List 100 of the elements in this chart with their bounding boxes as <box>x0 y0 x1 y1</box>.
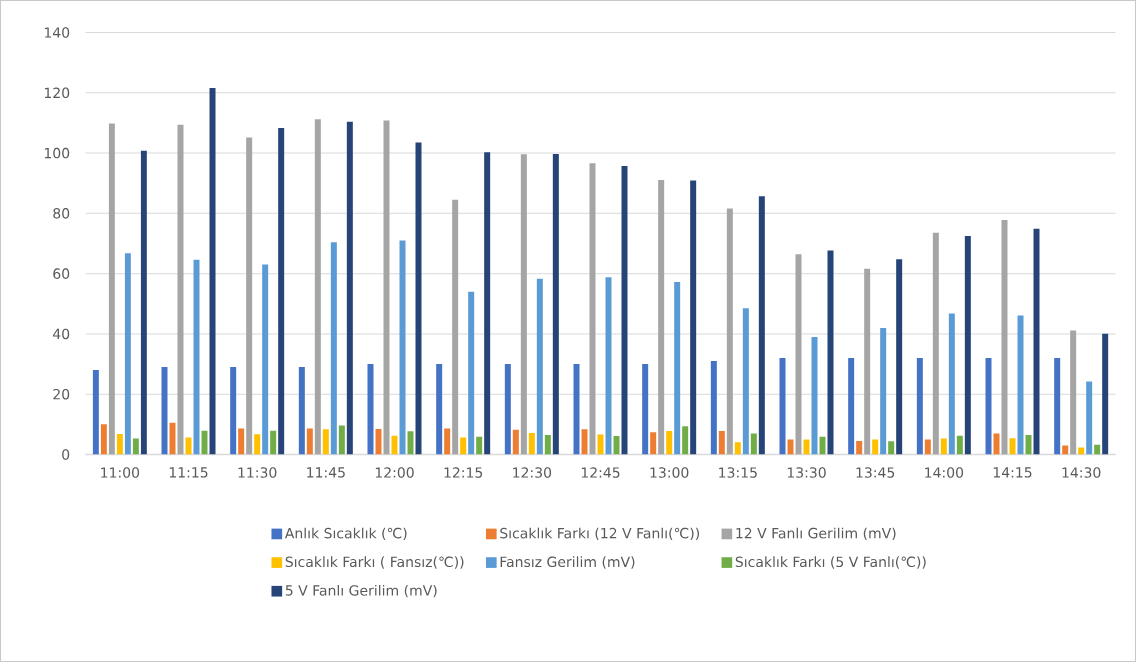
bar <box>848 358 855 455</box>
bar <box>872 439 879 455</box>
bar <box>750 433 757 455</box>
x-tick-label: 14:15 <box>993 467 1032 478</box>
y-tick-label: 80 <box>53 208 70 219</box>
bar <box>270 430 277 455</box>
bar <box>597 434 604 455</box>
bar <box>864 268 871 455</box>
bar <box>1062 445 1069 455</box>
bar <box>779 358 786 455</box>
bar <box>108 123 115 455</box>
bar <box>367 364 374 455</box>
bar <box>803 439 810 455</box>
bar <box>1102 333 1109 455</box>
bar <box>674 282 681 455</box>
bar <box>613 436 620 455</box>
bar <box>948 313 955 455</box>
bar <box>916 358 923 455</box>
bar <box>92 370 99 455</box>
bar <box>690 180 697 455</box>
x-tick-label: 13:45 <box>856 467 895 478</box>
bar <box>436 364 443 455</box>
bar <box>734 442 741 455</box>
bar <box>306 428 313 455</box>
bar <box>415 142 422 455</box>
bar <box>1025 434 1032 455</box>
bar <box>278 128 285 455</box>
legend-label: Sıcaklık Farkı (12 V Fanlı(℃)) <box>500 527 700 541</box>
legend-label: Sıcaklık Farkı (5 V Fanlı(℃)) <box>735 556 926 569</box>
bar <box>476 436 483 455</box>
bar <box>330 242 337 455</box>
bar <box>924 439 931 455</box>
bar <box>124 253 131 455</box>
y-tick-label: 100 <box>44 147 70 159</box>
bar <box>956 435 963 455</box>
y-tick-label: 40 <box>53 328 70 340</box>
bar <box>811 336 818 455</box>
bar <box>391 435 398 455</box>
bar <box>528 433 535 455</box>
x-tick-label: 11:30 <box>238 467 277 478</box>
bar <box>132 438 139 455</box>
x-tick-label: 14:30 <box>1062 467 1101 478</box>
bar <box>1001 219 1008 455</box>
bar <box>666 430 673 455</box>
bar <box>536 278 543 455</box>
bar <box>819 436 826 455</box>
bar <box>452 199 459 455</box>
bar <box>552 153 559 455</box>
bar <box>100 424 107 455</box>
bar <box>314 119 321 455</box>
bar <box>964 235 971 455</box>
bar <box>520 154 527 455</box>
bar <box>116 434 123 455</box>
legend-label: Sıcaklık Farkı ( Fansız(℃)) <box>285 556 464 569</box>
y-tick-label: 140 <box>44 27 70 38</box>
bar <box>621 166 628 455</box>
bar <box>460 437 467 455</box>
bar <box>346 121 353 455</box>
bar <box>193 259 200 455</box>
bar <box>512 429 519 455</box>
bar <box>169 422 176 455</box>
bar <box>932 232 939 455</box>
bar <box>375 428 382 455</box>
bar <box>642 364 649 455</box>
y-tick-label: 20 <box>53 388 70 400</box>
x-tick-label: 12:45 <box>581 467 620 478</box>
bar <box>230 367 237 455</box>
bar <box>1009 438 1016 455</box>
bar <box>1086 381 1093 455</box>
bar <box>758 196 765 455</box>
x-tick-label: 12:15 <box>444 467 483 478</box>
bar <box>383 120 390 455</box>
bar <box>399 240 406 455</box>
bar <box>1094 444 1101 455</box>
y-tick-label: 0 <box>62 449 70 460</box>
bar <box>254 434 261 455</box>
bar <box>658 179 665 455</box>
bar <box>1017 315 1024 455</box>
bar <box>407 431 414 455</box>
x-tick-label: 11:45 <box>307 467 345 478</box>
bar <box>650 432 657 455</box>
bar <box>238 428 245 455</box>
x-tick-label: 13:00 <box>650 467 689 478</box>
bar <box>605 277 612 455</box>
bar <box>298 367 305 455</box>
bar <box>682 426 689 455</box>
bar <box>827 250 834 455</box>
bar <box>880 327 887 455</box>
x-tick-label: 12:00 <box>375 467 414 478</box>
bar <box>787 439 794 455</box>
bar <box>201 430 208 455</box>
bar <box>246 137 253 455</box>
bar <box>140 150 147 455</box>
bar <box>896 259 903 455</box>
bar <box>444 428 451 455</box>
bar <box>795 254 802 455</box>
bar <box>718 430 725 455</box>
bar <box>161 367 168 455</box>
bar <box>262 264 269 455</box>
bar <box>544 434 551 455</box>
